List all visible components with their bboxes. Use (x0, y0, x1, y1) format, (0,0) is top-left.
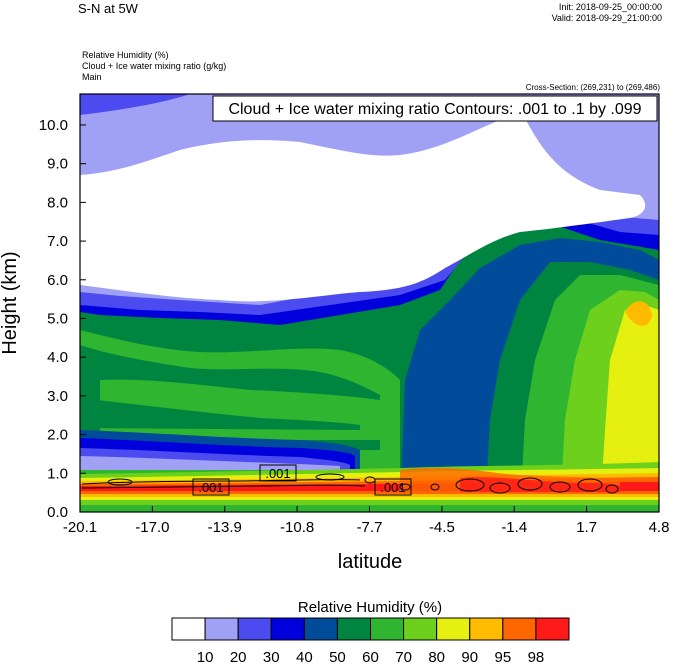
cross-section-label: Cross-Section: (269,231) to (269,486) (525, 83, 660, 92)
x-tick-label: -10.8 (280, 519, 314, 536)
colorbar-title: Relative Humidity (%) (298, 599, 442, 616)
colorbar-level-label: 50 (329, 649, 346, 666)
y-tick-label: 7.0 (47, 233, 68, 250)
rh-field (80, 94, 659, 512)
colorbar-level-label: 20 (230, 649, 247, 666)
x-axis-title: latitude (338, 551, 403, 573)
y-tick-label: 1.0 (47, 465, 68, 482)
contour-label-1: .001 (198, 480, 223, 495)
colorbar-swatch (336, 617, 371, 641)
y-tick-label: 10.0 (39, 117, 68, 134)
x-tick-label: -7.7 (357, 519, 383, 536)
x-tick-label: -13.9 (208, 519, 242, 536)
contour-info-box (212, 95, 658, 122)
colorbar-swatch (204, 617, 239, 641)
colorbar-swatch (502, 617, 537, 641)
colorbar-swatch (436, 617, 471, 641)
colorbar-swatch (171, 617, 206, 641)
init-time: Init: 2018-09-25_00:00:00 (558, 2, 662, 12)
field-domain: Main (82, 72, 102, 82)
colorbar-level-label: 95 (494, 649, 511, 666)
colorbar-swatch (370, 617, 405, 641)
plot-title: S-N at 5W (78, 1, 138, 16)
x-tick-label: -4.5 (429, 519, 455, 536)
contour-label-2: .001 (265, 466, 290, 481)
contour-info-text: Cloud + Ice water mixing ratio Contours:… (228, 101, 641, 118)
x-axis: -20.1 -17.0 -13.9 -10.8 -7.7 -4.5 -1.4 1.7 4.8 (63, 506, 670, 536)
x-tick-label: -1.4 (501, 519, 527, 536)
y-tick-label: 5.0 (47, 310, 68, 327)
colorbar: 10 20 30 40 50 60 70 80 90 95 98 (171, 617, 570, 666)
y-axis: 0.0 1.0 2.0 3.0 4.0 5.0 6.0 7.0 8.0 9.0 10.0 (39, 117, 86, 521)
colorbar-level-label: 70 (395, 649, 412, 666)
y-tick-label: 0.0 (47, 504, 68, 521)
cloud-contours (81, 473, 619, 494)
colorbar-level-label: 98 (528, 649, 545, 666)
y-tick-label: 2.0 (47, 427, 68, 444)
colorbar-swatch (403, 617, 438, 641)
colorbar-level-label: 40 (296, 649, 313, 666)
x-tick-label: -17.0 (135, 519, 169, 536)
valid-time: Valid: 2018-09-29_21:00:00 (551, 13, 662, 23)
colorbar-level-label: 80 (428, 649, 445, 666)
colorbar-level-label: 30 (263, 649, 280, 666)
colorbar-swatch (270, 617, 305, 641)
colorbar-swatch (237, 617, 272, 641)
contour-label-3: .001 (380, 480, 405, 495)
field-cloud-ice: Cloud + Ice water mixing ratio (g/kg) (82, 61, 227, 71)
colorbar-swatch (469, 617, 504, 641)
y-tick-label: 4.0 (47, 349, 68, 366)
colorbar-level-label: 10 (197, 649, 214, 666)
y-tick-label: 9.0 (47, 156, 68, 173)
x-tick-label: 1.7 (576, 519, 597, 536)
x-tick-label: -20.1 (63, 519, 97, 536)
contour-value-labels: .001 .001 .001 (192, 464, 412, 496)
y-tick-label: 8.0 (47, 194, 68, 211)
colorbar-swatch (535, 617, 570, 641)
y-axis-title: Height (km) (0, 251, 21, 354)
colorbar-swatch (303, 617, 338, 641)
colorbar-level-label: 60 (362, 649, 379, 666)
x-tick-label: 4.8 (649, 519, 670, 536)
colorbar-level-label: 90 (461, 649, 478, 666)
field-rh: Relative Humidity (%) (82, 50, 169, 60)
y-tick-label: 3.0 (47, 388, 68, 405)
y-tick-label: 6.0 (47, 272, 68, 289)
